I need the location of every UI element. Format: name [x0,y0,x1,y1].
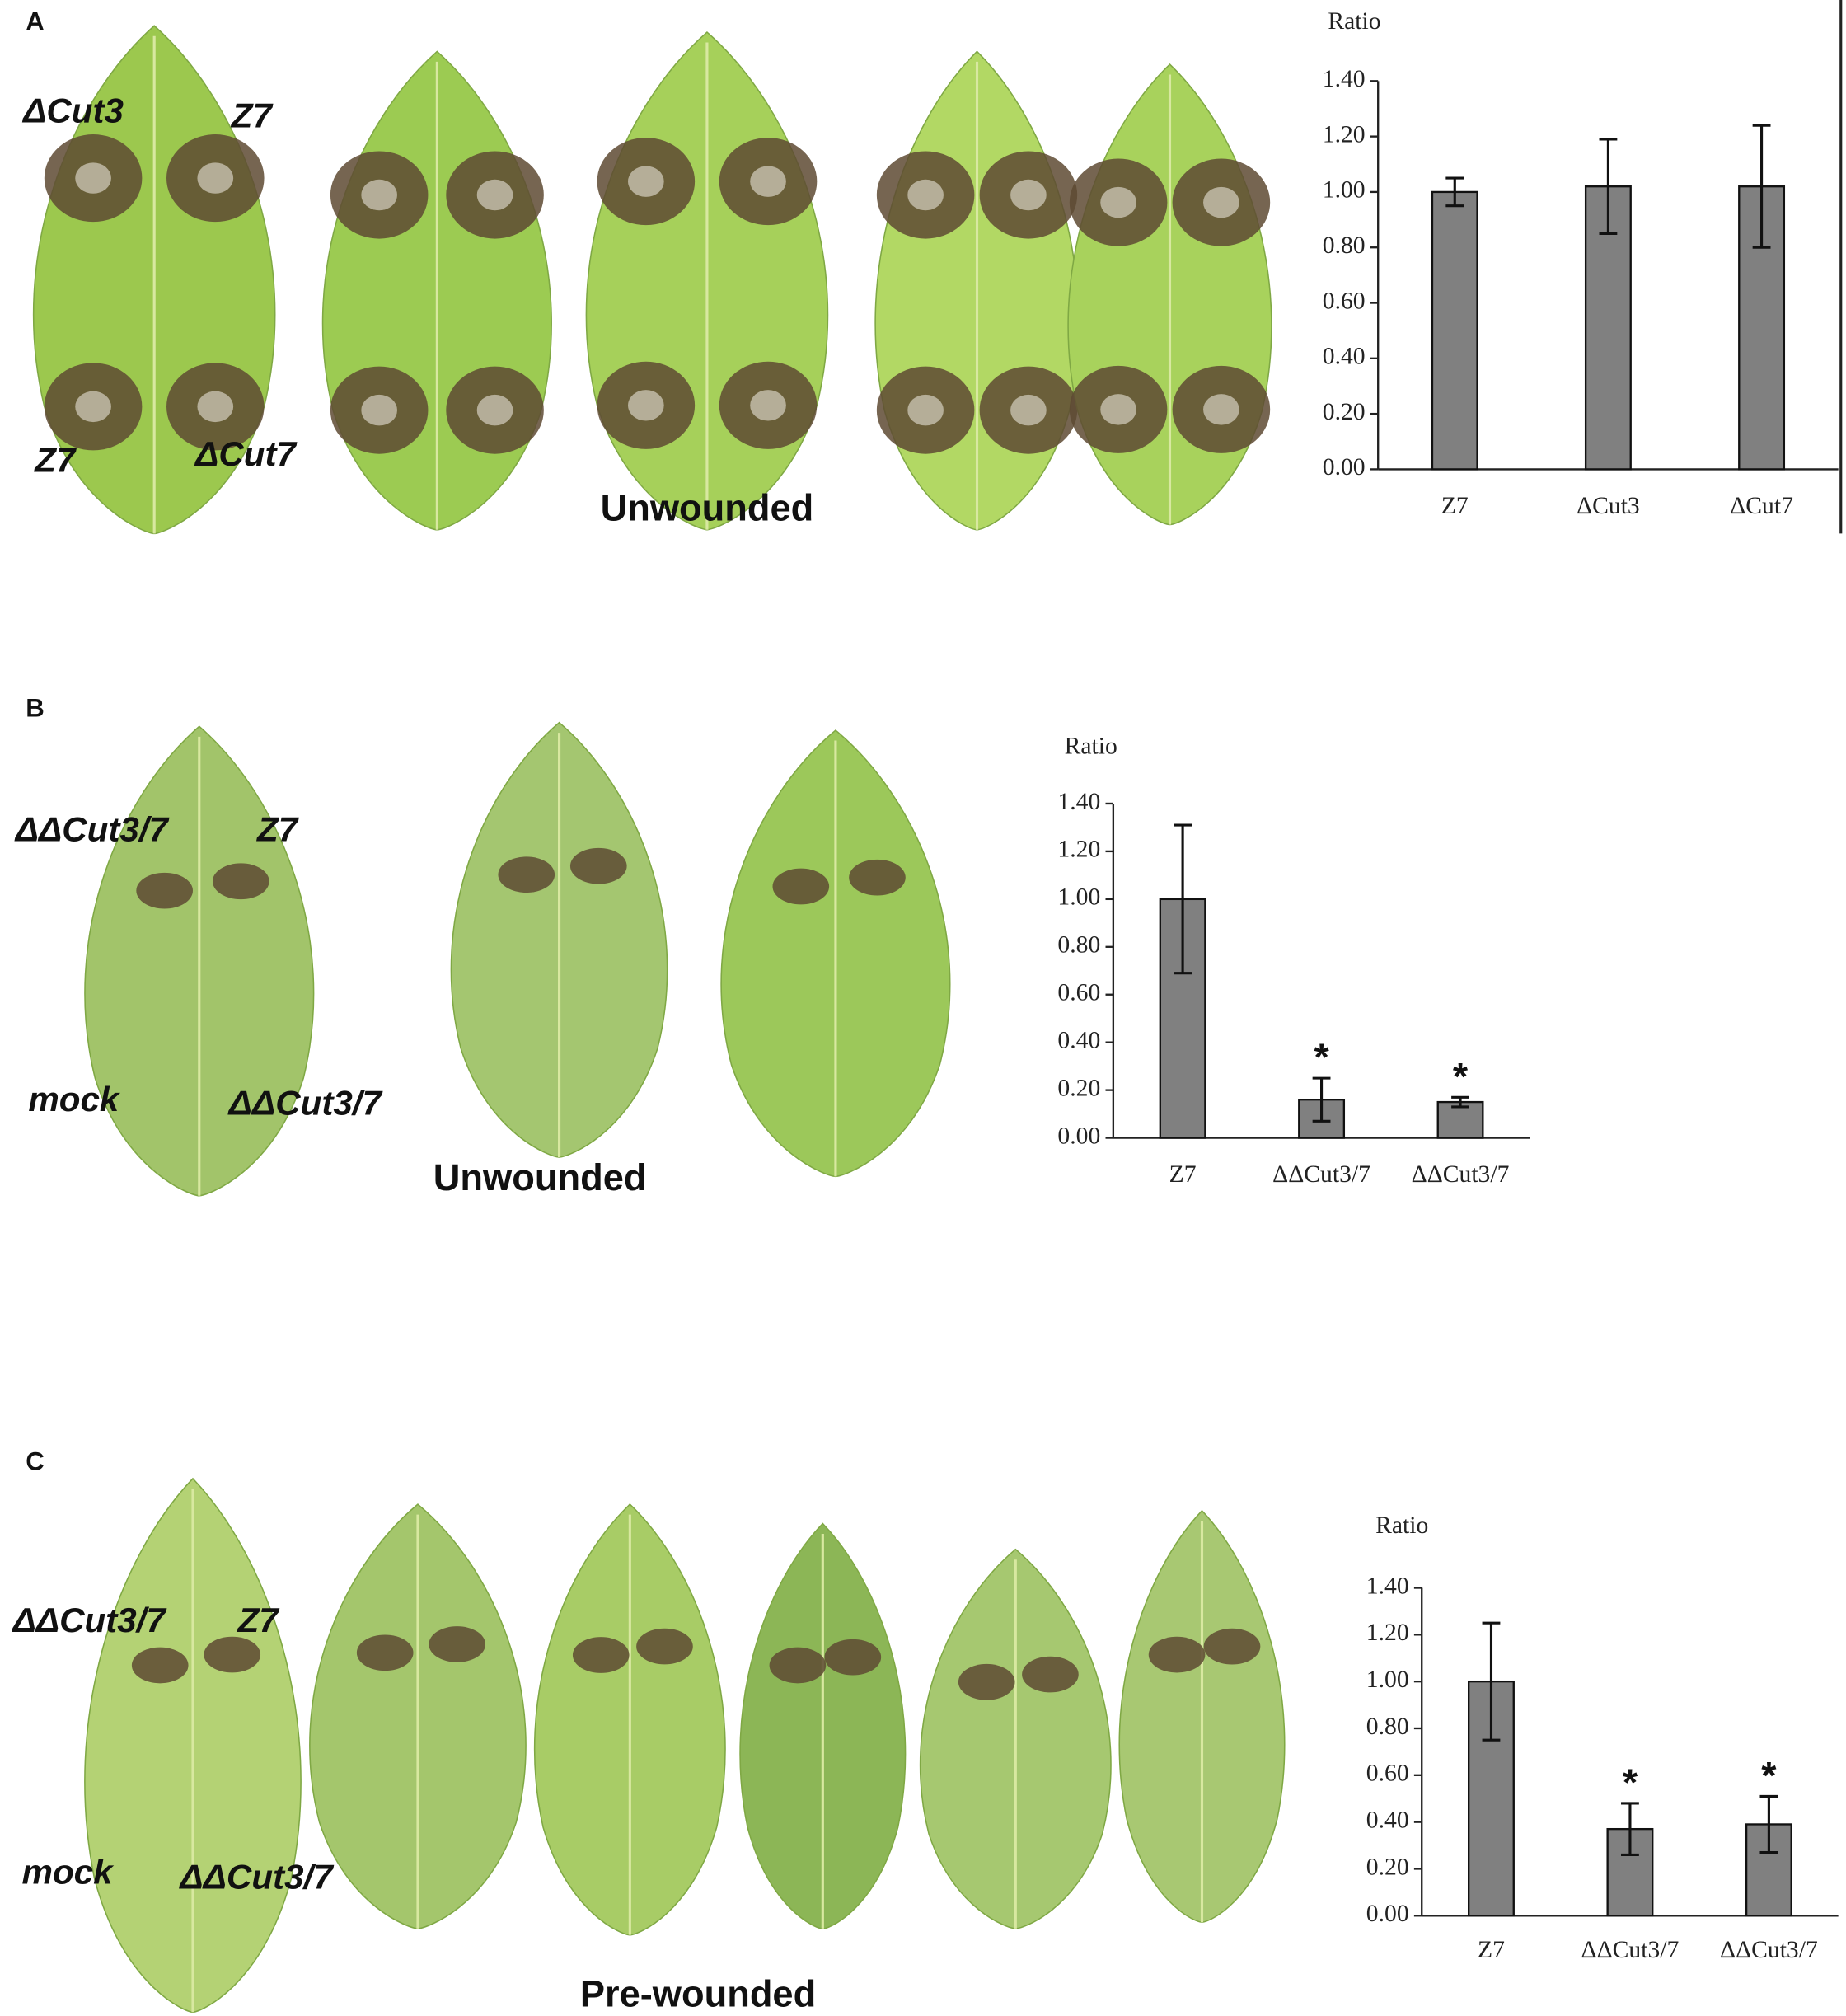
y-tick-label: 1.00 [1366,1667,1409,1693]
y-tick-label: 0.40 [1366,1807,1409,1833]
leaf-label: mock [22,1852,115,1891]
y-axis-title: Ratio [1328,8,1380,35]
x-tick-label: Z7 [1441,493,1469,519]
significance-mark: * [1761,1754,1777,1797]
y-tick-label: 0.40 [1057,1027,1100,1053]
lesion-center [907,394,944,426]
panel-caption: Unwounded [433,1156,647,1198]
lesion [772,868,830,905]
x-tick-label: Z7 [1478,1937,1505,1963]
significance-mark: * [1314,1036,1329,1079]
leaf-label: ΔΔCut3/7 [227,1084,384,1123]
bar [1431,190,1478,471]
y-axis-title: Ratio [1065,734,1117,760]
y-tick-label: 1.40 [1323,66,1366,92]
leaf-label: ΔΔCut3/7 [14,809,171,848]
leaf-label: Z7 [231,96,274,135]
y-tick-label: 0.20 [1057,1075,1100,1101]
lesion [131,1647,189,1684]
panel-label: B [26,693,45,722]
leaf-label: ΔCut7 [194,434,298,473]
y-tick-label: 0.80 [1366,1714,1409,1740]
y-tick-label: 1.40 [1366,1573,1409,1599]
lesion [849,859,906,896]
lesion [958,1663,1015,1700]
y-tick-label: 0.40 [1323,344,1366,370]
x-tick-label: ΔΔCut3/7 [1412,1161,1510,1188]
y-tick-label: 0.80 [1323,232,1366,259]
y-tick-label: 1.20 [1366,1620,1409,1646]
panel-label: C [26,1446,45,1475]
panel-caption: Unwounded [601,486,814,528]
x-tick-label: ΔCut3 [1577,493,1640,519]
lesion [1203,1628,1261,1665]
leaf-label: Z7 [34,441,77,480]
lesion-center [628,166,664,197]
y-tick-label: 1.00 [1323,177,1366,204]
y-axis-title: Ratio [1375,1512,1428,1539]
leaf-label: ΔΔCut3/7 [12,1601,168,1639]
y-tick-label: 0.00 [1366,1901,1409,1927]
bar [1584,185,1632,471]
significance-mark: * [1623,1760,1638,1803]
lesion [572,1637,630,1673]
x-tick-label: ΔCut7 [1730,493,1793,519]
y-tick-label: 1.20 [1057,837,1100,863]
lesion-center [1203,186,1239,218]
lesion-center [197,162,234,194]
y-tick-label: 0.80 [1057,932,1100,959]
lesion [136,872,193,909]
lesion-center [361,394,398,426]
panel-caption: Pre-wounded [580,1973,816,2015]
x-tick-label: ΔΔCut3/7 [1272,1161,1370,1188]
leaf-label: ΔCut3 [21,91,124,129]
lesion [769,1647,827,1684]
lesion [569,847,627,884]
lesion [356,1634,414,1671]
lesion-center [361,179,398,211]
lesion-center [1100,186,1136,218]
y-tick-label: 0.60 [1323,288,1366,314]
leaf-label: Z7 [237,1601,281,1639]
leaf-label: Z7 [256,809,300,848]
y-tick-label: 1.00 [1057,884,1100,911]
lesion-center [750,166,786,197]
lesion [636,1628,693,1665]
lesion [213,863,269,900]
lesion-center [1203,394,1239,425]
y-tick-label: 0.00 [1057,1123,1100,1149]
leaf-label: mock [28,1080,121,1118]
lesion-center [1100,394,1136,425]
lesion-center [1010,394,1047,426]
y-tick-label: 0.00 [1323,454,1366,481]
lesion-center [197,391,234,423]
lesion-center [628,390,664,421]
lesion-center [476,394,513,426]
lesion-center [75,391,111,423]
y-tick-label: 1.40 [1057,789,1100,815]
y-tick-label: 0.60 [1057,980,1100,1006]
lesion [1022,1656,1079,1693]
y-tick-label: 0.60 [1366,1760,1409,1787]
lesion-center [75,162,111,194]
leaf-label: ΔΔCut3/7 [178,1858,335,1896]
y-tick-label: 0.20 [1323,399,1366,425]
lesion-center [907,179,944,211]
x-tick-label: ΔΔCut3/7 [1720,1937,1818,1963]
lesion-center [476,179,513,211]
lesion [824,1639,882,1676]
lesion-center [750,390,786,421]
y-tick-label: 0.20 [1366,1854,1409,1880]
lesion-center [1010,179,1047,211]
lesion [204,1636,261,1673]
y-tick-label: 1.20 [1323,121,1366,148]
lesion [498,856,555,893]
panel-label: A [26,7,45,35]
x-tick-label: ΔΔCut3/7 [1581,1937,1680,1963]
lesion [1148,1636,1206,1673]
significance-mark: * [1453,1055,1469,1098]
lesion [429,1626,486,1662]
x-tick-label: Z7 [1169,1161,1197,1188]
